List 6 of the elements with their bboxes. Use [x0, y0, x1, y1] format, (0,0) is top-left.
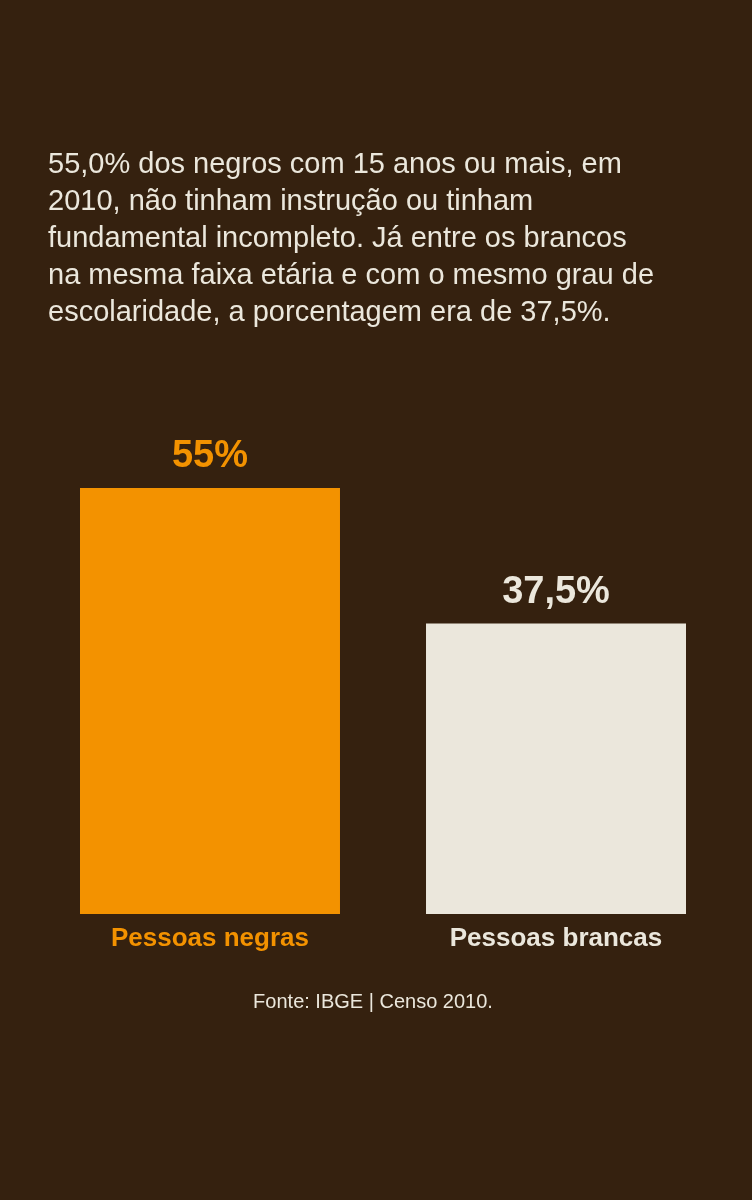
source-note: Fonte: IBGE | Censo 2010. [253, 990, 493, 1012]
chart-title: 55,0% dos negros com 15 anos ou mais, em 2010, não tinham instrução ou tinham fundamental incompleto. Já entre os brancos na mesma faixa etária e com o mesmo grau de escolaridade, a porcentagem era de 37,5%. [48, 147, 655, 327]
data-label: 37,5% [502, 568, 610, 611]
data-label: 55% [171, 433, 249, 475]
x-tick-label: Pessoas negras [110, 922, 309, 952]
x-tick-label: Pessoas brancas [449, 922, 663, 952]
